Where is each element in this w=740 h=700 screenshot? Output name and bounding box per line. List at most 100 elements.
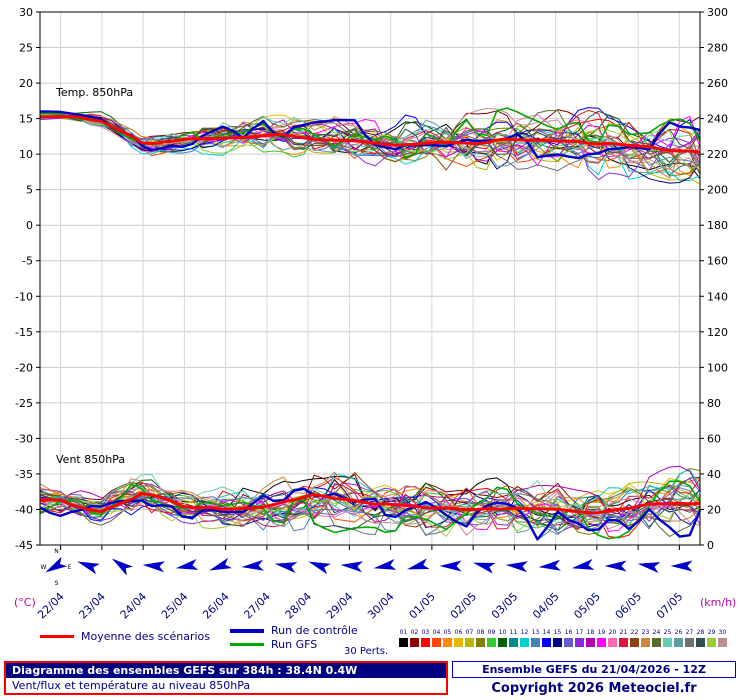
- pert-key-28: 28: [695, 629, 706, 647]
- y-axis-label-right: 40: [707, 468, 721, 481]
- y-axis-label-left: -35: [15, 468, 33, 481]
- perts-color-key: 01 02 03 04 05 06 07 08 09 10 11 12 13 14 15 16 17 18 19 20…: [398, 629, 728, 647]
- run-info-box: Ensemble GEFS du 21/04/2026 - 12Z Copyri…: [452, 661, 736, 696]
- mean-wind-line: [39, 492, 701, 515]
- wind-barb-icon: [77, 561, 100, 575]
- pert-color-swatch: [663, 638, 672, 647]
- pert-key-05: 05: [442, 629, 453, 647]
- ensemble-member-temp-line: [39, 109, 701, 166]
- wind-barb-icon: [142, 561, 165, 573]
- x-axis-date-label: 25/04: [159, 590, 191, 620]
- right-axis-unit-label: (km/h): [700, 596, 736, 609]
- x-axis-date-label: 22/04: [35, 590, 67, 620]
- pert-color-swatch: [542, 638, 551, 647]
- pert-number: 07: [465, 629, 474, 636]
- pert-number: 09: [487, 629, 496, 636]
- pert-color-swatch: [553, 638, 562, 647]
- pert-key-11: 11: [508, 629, 519, 647]
- y-axis-label-right: 200: [707, 184, 728, 197]
- ensemble-member-wind-line: [39, 476, 701, 531]
- y-axis-label-right: 220: [707, 148, 728, 161]
- pert-key-27: 27: [684, 629, 695, 647]
- pert-color-swatch: [575, 638, 584, 647]
- ensemble-member-wind-line: [39, 489, 701, 527]
- y-axis-label-left: 15: [19, 113, 33, 126]
- pert-key-14: 14: [541, 629, 552, 647]
- y-axis-label-left: 5: [26, 184, 33, 197]
- x-axis-date-label: 01/05: [406, 590, 438, 620]
- wind-barb-icon: [373, 559, 397, 570]
- y-axis-label-right: 140: [707, 290, 728, 303]
- ensemble-member-temp-line: [39, 114, 701, 182]
- wind-barb-icon: [670, 560, 693, 572]
- pert-key-17: 17: [574, 629, 585, 647]
- control-temp-line: [39, 110, 701, 160]
- left-axis-unit-label: (°C): [14, 596, 36, 609]
- chart-subtitle: Vent/flux et température au niveau 850hP…: [12, 679, 251, 692]
- y-axis-label-right: 160: [707, 255, 728, 268]
- pert-key-07: 07: [464, 629, 475, 647]
- wind-barb-icon: [209, 557, 232, 571]
- ensemble-member-wind-line: [39, 478, 701, 530]
- pert-color-swatch: [608, 638, 617, 647]
- copyright: Copyright 2026 Meteociel.fr: [491, 681, 697, 696]
- pert-number: 13: [531, 629, 540, 636]
- x-axis-date-label: 03/05: [489, 590, 521, 620]
- legend-gfs-label: Run GFS: [271, 638, 318, 651]
- pert-key-13: 13: [530, 629, 541, 647]
- pert-number: 30: [718, 629, 727, 636]
- pert-number: 19: [597, 629, 606, 636]
- ensemble-member-wind-line: [39, 494, 701, 530]
- pert-color-swatch: [465, 638, 474, 647]
- y-axis-label-right: 60: [707, 432, 721, 445]
- legend-mean-label: Moyenne des scénarios: [81, 630, 210, 643]
- pert-color-swatch: [443, 638, 452, 647]
- pert-number: 02: [410, 629, 419, 636]
- pert-color-swatch: [498, 638, 507, 647]
- y-axis-label-left: 25: [19, 42, 33, 55]
- compass-s-label: S: [55, 580, 59, 587]
- pert-number: 11: [509, 629, 518, 636]
- wind-barb-icon: [637, 562, 661, 573]
- y-axis-label-right: 280: [707, 42, 728, 55]
- pert-number: 16: [564, 629, 573, 636]
- compass-w-label: W: [41, 564, 47, 571]
- x-axis-date-label: 06/05: [613, 590, 645, 620]
- pert-number: 01: [399, 629, 408, 636]
- wind-barb-icon: [340, 561, 363, 573]
- pert-key-29: 29: [706, 629, 717, 647]
- pert-number: 06: [454, 629, 463, 636]
- pert-number: 08: [476, 629, 485, 636]
- compass-e-label: E: [68, 564, 72, 571]
- pert-color-swatch: [421, 638, 430, 647]
- x-axis-date-label: 28/04: [283, 590, 315, 620]
- x-axis-date-label: 27/04: [241, 590, 273, 620]
- y-axis-label-right: 260: [707, 77, 728, 90]
- pert-number: 18: [586, 629, 595, 636]
- pert-number: 03: [421, 629, 430, 636]
- wind-barb-icon: [111, 558, 134, 576]
- wind-barb-icon: [175, 559, 199, 570]
- pert-color-swatch: [399, 638, 408, 647]
- y-axis-label-right: 100: [707, 361, 728, 374]
- pert-key-09: 09: [486, 629, 497, 647]
- pert-number: 22: [630, 629, 639, 636]
- y-axis-label-left: -25: [15, 397, 33, 410]
- pert-color-swatch: [454, 638, 463, 647]
- run-info: Ensemble GEFS du 21/04/2026 - 12Z: [452, 661, 736, 678]
- y-axis-label-left: -5: [22, 255, 33, 268]
- pert-number: 28: [696, 629, 705, 636]
- ensemble-member-temp-line: [39, 113, 701, 170]
- ensemble-member-wind-line: [39, 468, 701, 535]
- pert-key-10: 10: [497, 629, 508, 647]
- pert-key-16: 16: [563, 629, 574, 647]
- pert-number: 29: [707, 629, 716, 636]
- x-axis-date-label: 24/04: [118, 590, 150, 620]
- pert-color-swatch: [707, 638, 716, 647]
- pert-key-01: 01: [398, 629, 409, 647]
- pert-color-swatch: [531, 638, 540, 647]
- pert-number: 27: [685, 629, 694, 636]
- pert-color-swatch: [564, 638, 573, 647]
- x-axis-date-label: 30/04: [365, 590, 397, 620]
